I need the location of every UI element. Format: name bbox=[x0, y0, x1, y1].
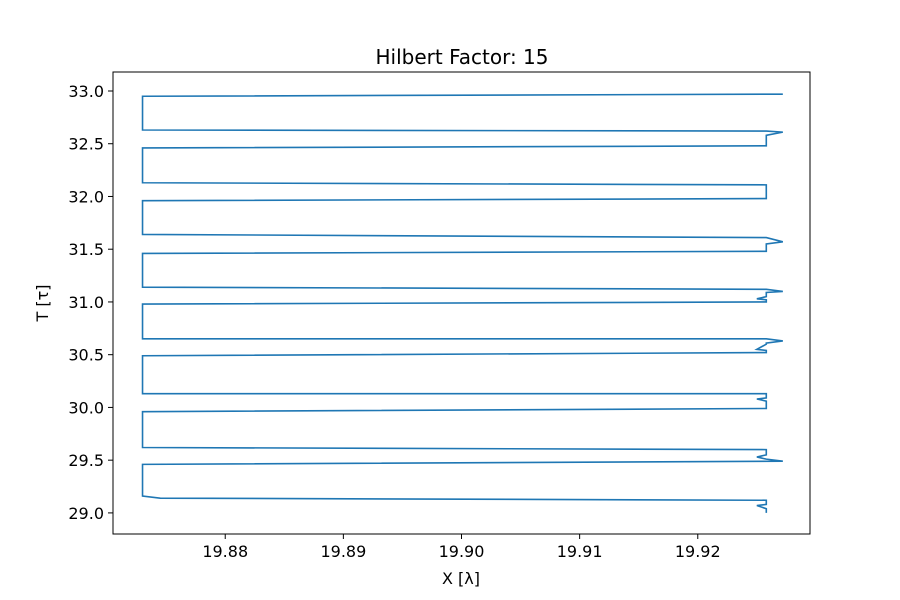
y-tick-label: 31.5 bbox=[68, 240, 104, 259]
y-tick-label: 33.0 bbox=[68, 82, 104, 101]
plot-area bbox=[141, 93, 784, 513]
y-tick-label: 29.0 bbox=[68, 504, 104, 523]
x-tick-label: 19.90 bbox=[439, 542, 485, 561]
chart-title: Hilbert Factor: 15 bbox=[376, 45, 549, 69]
x-tick-label: 19.92 bbox=[675, 542, 721, 561]
y-tick-label: 32.5 bbox=[68, 135, 104, 154]
x-tick-label: 19.91 bbox=[557, 542, 603, 561]
y-axis: 29.0 29.5 30.0 30.5 31.0 31.5 32.0 32.5 33.0 bbox=[68, 82, 113, 523]
y-tick-label: 29.5 bbox=[68, 451, 104, 470]
y-tick-label: 30.0 bbox=[68, 398, 104, 417]
y-tick-label: 30.5 bbox=[68, 346, 104, 365]
x-tick-label: 19.88 bbox=[202, 542, 248, 561]
y-axis-label: T [τ] bbox=[33, 285, 52, 323]
x-tick-label: 19.89 bbox=[320, 542, 366, 561]
series-line-0 bbox=[141, 93, 784, 513]
x-axis-label: X [λ] bbox=[442, 569, 480, 588]
y-tick-label: 31.0 bbox=[68, 293, 104, 312]
y-tick-label: 32.0 bbox=[68, 187, 104, 206]
x-axis: 19.88 19.89 19.90 19.91 19.92 bbox=[202, 534, 721, 561]
